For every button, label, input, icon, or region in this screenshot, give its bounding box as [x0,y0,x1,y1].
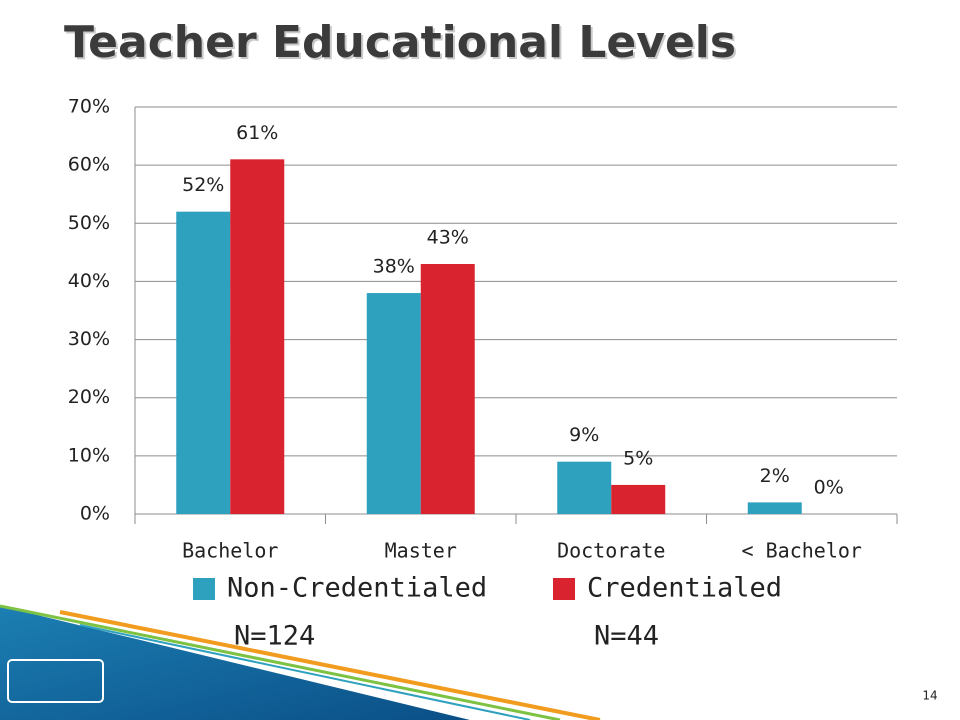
x-tick-label: Doctorate [557,539,665,563]
y-tick-label: 30% [68,328,110,350]
bar [557,461,612,514]
value-label: 9% [569,424,599,446]
value-label: 2% [760,465,790,487]
y-tick-label: 10% [68,444,110,466]
y-tick-label: 60% [68,154,110,176]
decor-line [79,624,531,720]
decor-shape [0,606,470,720]
value-label: 43% [427,226,469,248]
chart-title: Teacher Educational Levels [64,17,736,68]
value-label: 52% [182,174,224,196]
y-tick-label: 0% [80,503,110,525]
y-tick-label: 70% [68,96,110,118]
value-label: 5% [623,447,653,469]
y-tick-label: 40% [68,270,110,292]
legend-swatch [553,578,575,600]
slide-number: 14 [922,689,937,703]
decor-line [0,604,561,720]
title-shadow: Teacher Educational Levels [66,19,738,70]
bar [420,263,475,514]
decor-line [59,610,601,720]
y-tick-label: 20% [68,386,110,408]
x-tick-label: Master [385,539,457,563]
legend-swatch [193,578,215,600]
value-label: 0% [814,477,844,499]
bar [366,293,421,514]
logo [7,659,104,703]
bar [611,484,666,514]
bar [230,159,285,515]
bar [747,502,802,514]
x-tick-label: < Bachelor [742,539,862,563]
legend-label: Credentialed [587,573,782,604]
sample-size: N=44 [594,621,659,652]
legend-label: Non-Credentialed [227,573,487,604]
value-label: 38% [373,256,415,278]
value-label: 61% [236,122,278,144]
sample-size: N=124 [234,621,315,652]
x-tick-label: Bachelor [182,539,278,563]
y-tick-label: 50% [68,212,110,234]
bar [176,211,231,514]
